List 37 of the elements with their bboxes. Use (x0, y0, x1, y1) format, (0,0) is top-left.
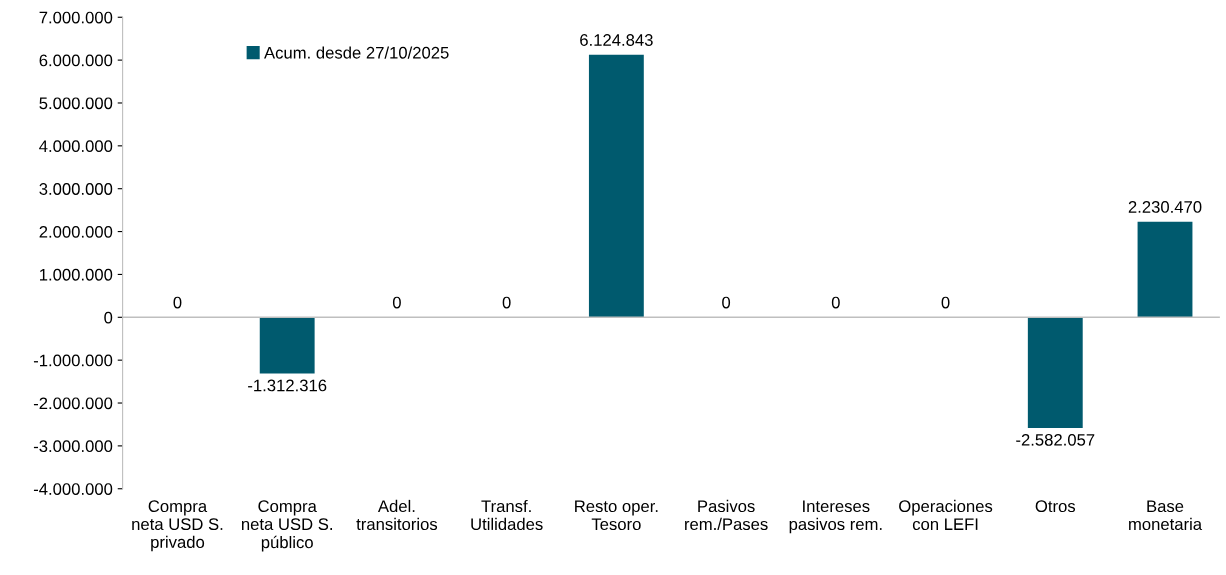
x-tick-label: Compra neta USD S. público (241, 500, 332, 552)
y-tick-label: 3.000.000 (39, 183, 113, 195)
x-tick-label: Resto oper. Tesoro (575, 500, 658, 531)
bar (1137, 221, 1193, 318)
y-tick-label: -3.000.000 (33, 440, 113, 453)
bar (1027, 317, 1083, 428)
x-tick-label: Intereses pasivos rem. (789, 500, 882, 534)
data-label: 0 (502, 296, 511, 309)
y-tick-label: 6.000.000 (39, 54, 113, 67)
x-tick-label: Operaciones con LEFI (899, 499, 993, 531)
data-label: 0 (831, 296, 840, 309)
data-label: -1.312.316 (248, 379, 327, 392)
x-tick-label: Adel. transitorios (356, 499, 438, 531)
y-tick-label: -4.000.000 (33, 483, 113, 495)
y-tick-label: -1.000.000 (33, 354, 113, 367)
data-label: 0 (392, 296, 401, 309)
legend-label: Acum. desde 27/10/2025 (264, 46, 449, 59)
x-tick-label: Otros (1035, 500, 1076, 513)
y-tick-label: -2.000.000 (33, 397, 113, 410)
data-label: 2.230.470 (1128, 201, 1202, 213)
y-tick-label: 4.000.000 (39, 140, 113, 153)
x-tick-label: Compra neta USD S. privado (132, 500, 223, 552)
data-label: -2.582.057 (1016, 433, 1095, 446)
y-tick-label: 1.000.000 (40, 268, 113, 281)
data-label: 0 (941, 296, 950, 309)
x-tick-label: Pasivos rem./Pases (685, 499, 768, 531)
y-tick-label: 5.000.000 (39, 97, 113, 110)
x-tick-label: Base monetaria (1129, 500, 1203, 531)
data-label: 0 (722, 296, 731, 309)
y-tick-label: 7.000.000 (39, 11, 113, 24)
x-tick-label: Transf. Utilidades (471, 499, 543, 531)
bar (588, 54, 644, 318)
data-label: 6.124.843 (580, 34, 653, 46)
data-label: 0 (173, 296, 182, 309)
bar (259, 317, 315, 374)
y-tick-label: 2.000.000 (39, 225, 113, 238)
y-tick-label: 0 (104, 311, 113, 324)
